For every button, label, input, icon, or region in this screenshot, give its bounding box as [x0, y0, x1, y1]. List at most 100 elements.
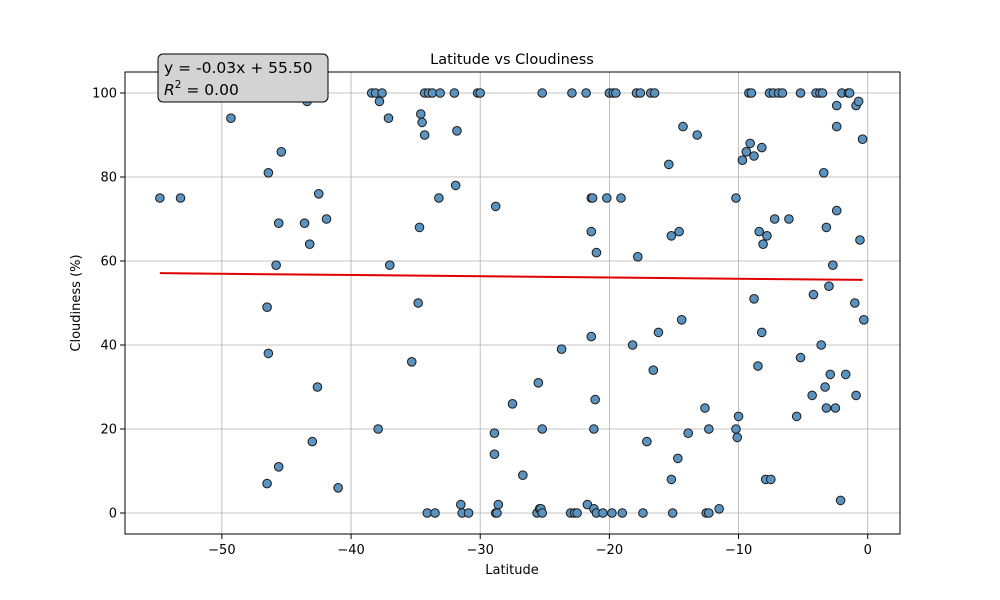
data-point: [857, 134, 868, 144]
data-point: [518, 470, 528, 481]
data-point: [825, 369, 836, 380]
data-point: [507, 399, 518, 409]
data-point: [642, 436, 652, 447]
data-point: [587, 193, 598, 203]
y-tick-label: 60: [100, 255, 117, 270]
x-tick-label: −40: [337, 543, 364, 558]
data-point: [831, 100, 842, 111]
data-point: [475, 88, 486, 98]
data-point: [821, 222, 832, 233]
data-point: [489, 449, 500, 460]
data-point: [273, 462, 284, 472]
regression-annotation: y = -0.03x + 55.50 R2 = 0.00: [157, 53, 329, 103]
data-point: [435, 88, 445, 98]
data-point: [598, 508, 608, 518]
data-point: [807, 390, 817, 401]
data-point: [377, 88, 387, 98]
data-point: [591, 247, 602, 258]
r-squared-label: R2 = 0.00: [164, 79, 239, 99]
data-point: [616, 193, 626, 203]
data-point: [676, 315, 687, 325]
data-point: [415, 109, 426, 119]
data-point: [299, 218, 310, 228]
data-point: [456, 499, 466, 510]
data-point: [589, 424, 599, 434]
data-point: [556, 344, 567, 355]
plot-frame: [124, 71, 901, 535]
data-point: [666, 474, 677, 485]
data-point: [824, 281, 834, 292]
data-point: [840, 369, 851, 380]
data-point: [635, 88, 646, 98]
data-point: [533, 378, 544, 388]
data-point: [430, 508, 440, 518]
data-point: [374, 96, 385, 107]
data-point: [704, 508, 714, 518]
data-point: [745, 138, 755, 149]
data-point: [537, 88, 548, 98]
data-point: [449, 88, 460, 98]
data-point: [663, 159, 674, 170]
data-point: [312, 382, 323, 392]
data-point: [828, 260, 838, 271]
x-tick-label: −10: [725, 543, 752, 558]
data-point: [753, 361, 763, 371]
data-point: [714, 504, 724, 514]
x-tick-label: −50: [208, 543, 235, 558]
data-point: [632, 251, 643, 262]
data-point: [406, 357, 417, 367]
data-point: [493, 499, 504, 510]
x-axis-label: Latitude: [485, 563, 539, 578]
data-point: [795, 352, 806, 363]
data-point: [731, 193, 741, 203]
data-point: [817, 88, 828, 98]
y-tick-label: 0: [109, 507, 117, 522]
data-point: [766, 474, 776, 485]
data-point: [791, 411, 802, 422]
data-point: [851, 390, 861, 401]
grid-lines: [125, 72, 900, 534]
data-point: [383, 113, 394, 123]
data-point: [611, 88, 621, 98]
data-point: [581, 88, 591, 98]
data-point: [463, 508, 474, 518]
data-point: [746, 88, 757, 98]
data-point: [732, 432, 743, 443]
data-point: [627, 340, 638, 350]
data-point: [313, 189, 324, 199]
data-point: [572, 508, 582, 518]
y-axis-label: Cloudiness (%): [69, 254, 84, 351]
y-axis-ticks: 0 20 40 60 80 100: [92, 87, 125, 522]
data-point: [816, 340, 827, 350]
data-point: [586, 226, 597, 237]
r-squared-superscript: 2: [175, 79, 182, 91]
data-point: [831, 205, 842, 216]
data-point: [820, 382, 830, 392]
data-point: [648, 365, 659, 376]
data-point: [307, 436, 318, 447]
data-points: [155, 88, 869, 518]
data-point: [638, 508, 648, 518]
chart-title: Latitude vs Cloudiness: [430, 52, 594, 68]
data-point: [649, 88, 660, 98]
data-point: [262, 478, 272, 489]
x-tick-label: −20: [596, 543, 623, 558]
data-point: [749, 151, 759, 161]
data-point: [844, 88, 855, 98]
data-point: [754, 226, 765, 237]
data-point: [700, 403, 710, 413]
data-point: [831, 121, 842, 132]
x-tick-label: −30: [466, 543, 493, 558]
data-point: [673, 453, 683, 464]
data-point: [304, 239, 315, 249]
data-point: [674, 226, 684, 237]
data-point: [492, 508, 502, 518]
data-point: [373, 424, 383, 434]
data-point: [762, 231, 772, 241]
data-point: [653, 327, 664, 338]
data-point: [777, 88, 788, 98]
data-point: [273, 218, 284, 228]
data-point: [537, 508, 548, 518]
data-point: [731, 424, 741, 434]
data-point: [490, 201, 501, 212]
